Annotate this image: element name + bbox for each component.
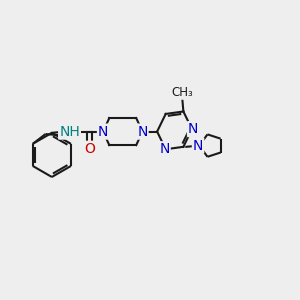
Text: N: N [188,122,198,136]
Text: N: N [193,139,203,153]
Text: N: N [98,124,108,139]
Text: N: N [137,124,148,139]
Text: O: O [84,142,95,156]
Text: CH₃: CH₃ [171,86,193,99]
Text: NH: NH [59,124,80,139]
Text: N: N [159,142,170,156]
